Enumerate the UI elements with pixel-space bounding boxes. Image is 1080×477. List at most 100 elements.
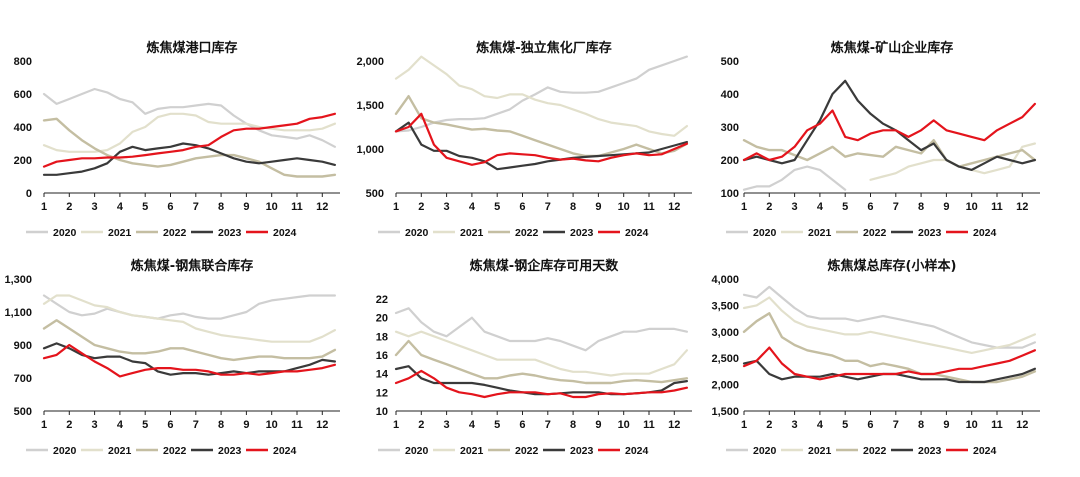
- x-tick-label: 11: [291, 201, 303, 213]
- legend-label-2024: 2024: [273, 445, 297, 457]
- series-line-2022: [742, 312, 1037, 384]
- y-tick-label: 3,000: [711, 327, 739, 339]
- x-tick-label: 8: [570, 201, 576, 213]
- legend-label-2020: 2020: [53, 227, 77, 239]
- y-tick-label: 16: [376, 350, 388, 362]
- legend-label-2021: 2021: [460, 227, 484, 239]
- x-tick-label: 11: [991, 419, 1003, 431]
- x-tick-label: 5: [142, 419, 148, 431]
- legend-label-2021: 2021: [460, 445, 484, 457]
- legend: 2020 2021 2022 2023 2024: [26, 227, 297, 239]
- legend-label-2024: 2024: [973, 227, 997, 239]
- y-tick-label: 2,000: [356, 56, 384, 68]
- x-tick-label: 6: [167, 419, 173, 431]
- x-tick-label: 10: [266, 419, 278, 431]
- legend-label-2021: 2021: [808, 445, 832, 457]
- x-tick-label: 6: [867, 201, 873, 213]
- x-tick-label: 3: [792, 201, 798, 213]
- x-tick-label: 9: [243, 419, 249, 431]
- x-tick-label: 9: [943, 419, 949, 431]
- x-tick-label: 2: [766, 419, 772, 431]
- x-tick-label: 12: [1016, 419, 1028, 431]
- x-tick-label: 5: [494, 419, 500, 431]
- x-tick-label: 1: [393, 419, 399, 431]
- x-tick-label: 11: [991, 201, 1003, 213]
- x-tick-label: 9: [595, 201, 601, 213]
- x-tick-label: 2: [418, 201, 424, 213]
- series-line-2021: [394, 55, 689, 137]
- y-tick-label: 1,300: [4, 274, 32, 286]
- x-tick-label: 4: [817, 419, 824, 431]
- y-tick-label: 900: [14, 340, 32, 352]
- legend-label-2023: 2023: [570, 227, 594, 239]
- y-tick-label: 700: [14, 373, 32, 385]
- x-tick-label: 6: [167, 201, 173, 213]
- x-tick-label: 1: [741, 201, 747, 213]
- x-tick-label: 3: [792, 419, 798, 431]
- y-tick-label: 200: [721, 155, 739, 167]
- x-tick-label: 10: [966, 201, 978, 213]
- series-line-2020: [742, 165, 847, 191]
- series-line-2022: [742, 138, 1037, 168]
- y-tick-label: 100: [721, 188, 739, 200]
- y-tick-label: 1,500: [711, 406, 739, 418]
- x-tick-label: 5: [142, 201, 148, 213]
- x-tick-label: 11: [643, 419, 655, 431]
- legend-label-2022: 2022: [163, 227, 187, 239]
- x-tick-label: 10: [266, 201, 278, 213]
- legend-label-2022: 2022: [863, 445, 887, 457]
- legend-label-2024: 2024: [273, 227, 297, 239]
- x-tick-label: 5: [842, 201, 848, 213]
- series-line-2024: [394, 369, 689, 399]
- legend: 2020 2021 2022 2023 2024: [378, 227, 649, 239]
- x-tick-label: 1: [41, 419, 47, 431]
- series-line-2024: [742, 102, 1037, 162]
- legend-label-2020: 2020: [53, 445, 77, 457]
- y-tick-label: 18: [376, 331, 388, 343]
- y-tick-label: 500: [14, 406, 32, 418]
- legend-label-2021: 2021: [108, 227, 132, 239]
- series-line-2022: [394, 339, 689, 385]
- chart-title: 炼焦煤-矿山企业库存: [831, 40, 953, 56]
- x-tick-label: 12: [668, 419, 680, 431]
- x-tick-label: 6: [519, 201, 525, 213]
- series-line-2020: [394, 307, 689, 352]
- series-line-2021: [394, 330, 689, 377]
- chart-title: 炼焦煤港口库存: [146, 40, 237, 56]
- series-line-2023: [742, 79, 1037, 171]
- x-tick-label: 11: [643, 201, 655, 213]
- series-line-2020: [742, 285, 1037, 349]
- y-tick-label: 20: [376, 313, 388, 325]
- legend-label-2024: 2024: [625, 227, 649, 239]
- legend: 2020 2021 2022 2023 2024: [726, 445, 997, 457]
- x-tick-label: 12: [316, 201, 328, 213]
- y-tick-label: 2,500: [711, 353, 739, 365]
- x-tick-label: 7: [545, 201, 551, 213]
- series-line-2021: [869, 142, 1037, 181]
- x-tick-label: 7: [893, 419, 899, 431]
- x-tick-label: 3: [92, 201, 98, 213]
- legend-label-2022: 2022: [863, 227, 887, 239]
- legend-label-2022: 2022: [163, 445, 187, 457]
- x-tick-label: 5: [842, 419, 848, 431]
- chart-panel-6: 炼焦煤总库存(小样本) 1,500 2,000 2,500 3,000 3,500 4,00…: [711, 258, 1040, 457]
- legend-label-2023: 2023: [218, 227, 242, 239]
- x-tick-label: 11: [291, 419, 303, 431]
- legend-label-2020: 2020: [753, 445, 777, 457]
- legend-label-2021: 2021: [108, 445, 132, 457]
- series-line-2022: [394, 94, 689, 158]
- series-line-2021: [42, 294, 336, 343]
- y-tick-label: 1,500: [356, 100, 384, 112]
- series-line-2024: [394, 112, 689, 166]
- legend: 2020 2021 2022 2023 2024: [726, 227, 997, 239]
- legend-label-2020: 2020: [753, 227, 777, 239]
- series-line-2024: [42, 343, 336, 378]
- chart-title: 炼焦煤总库存(小样本): [828, 258, 957, 274]
- x-tick-label: 2: [66, 201, 72, 213]
- legend-label-2024: 2024: [625, 445, 649, 457]
- x-tick-label: 2: [418, 419, 424, 431]
- x-tick-label: 7: [193, 201, 199, 213]
